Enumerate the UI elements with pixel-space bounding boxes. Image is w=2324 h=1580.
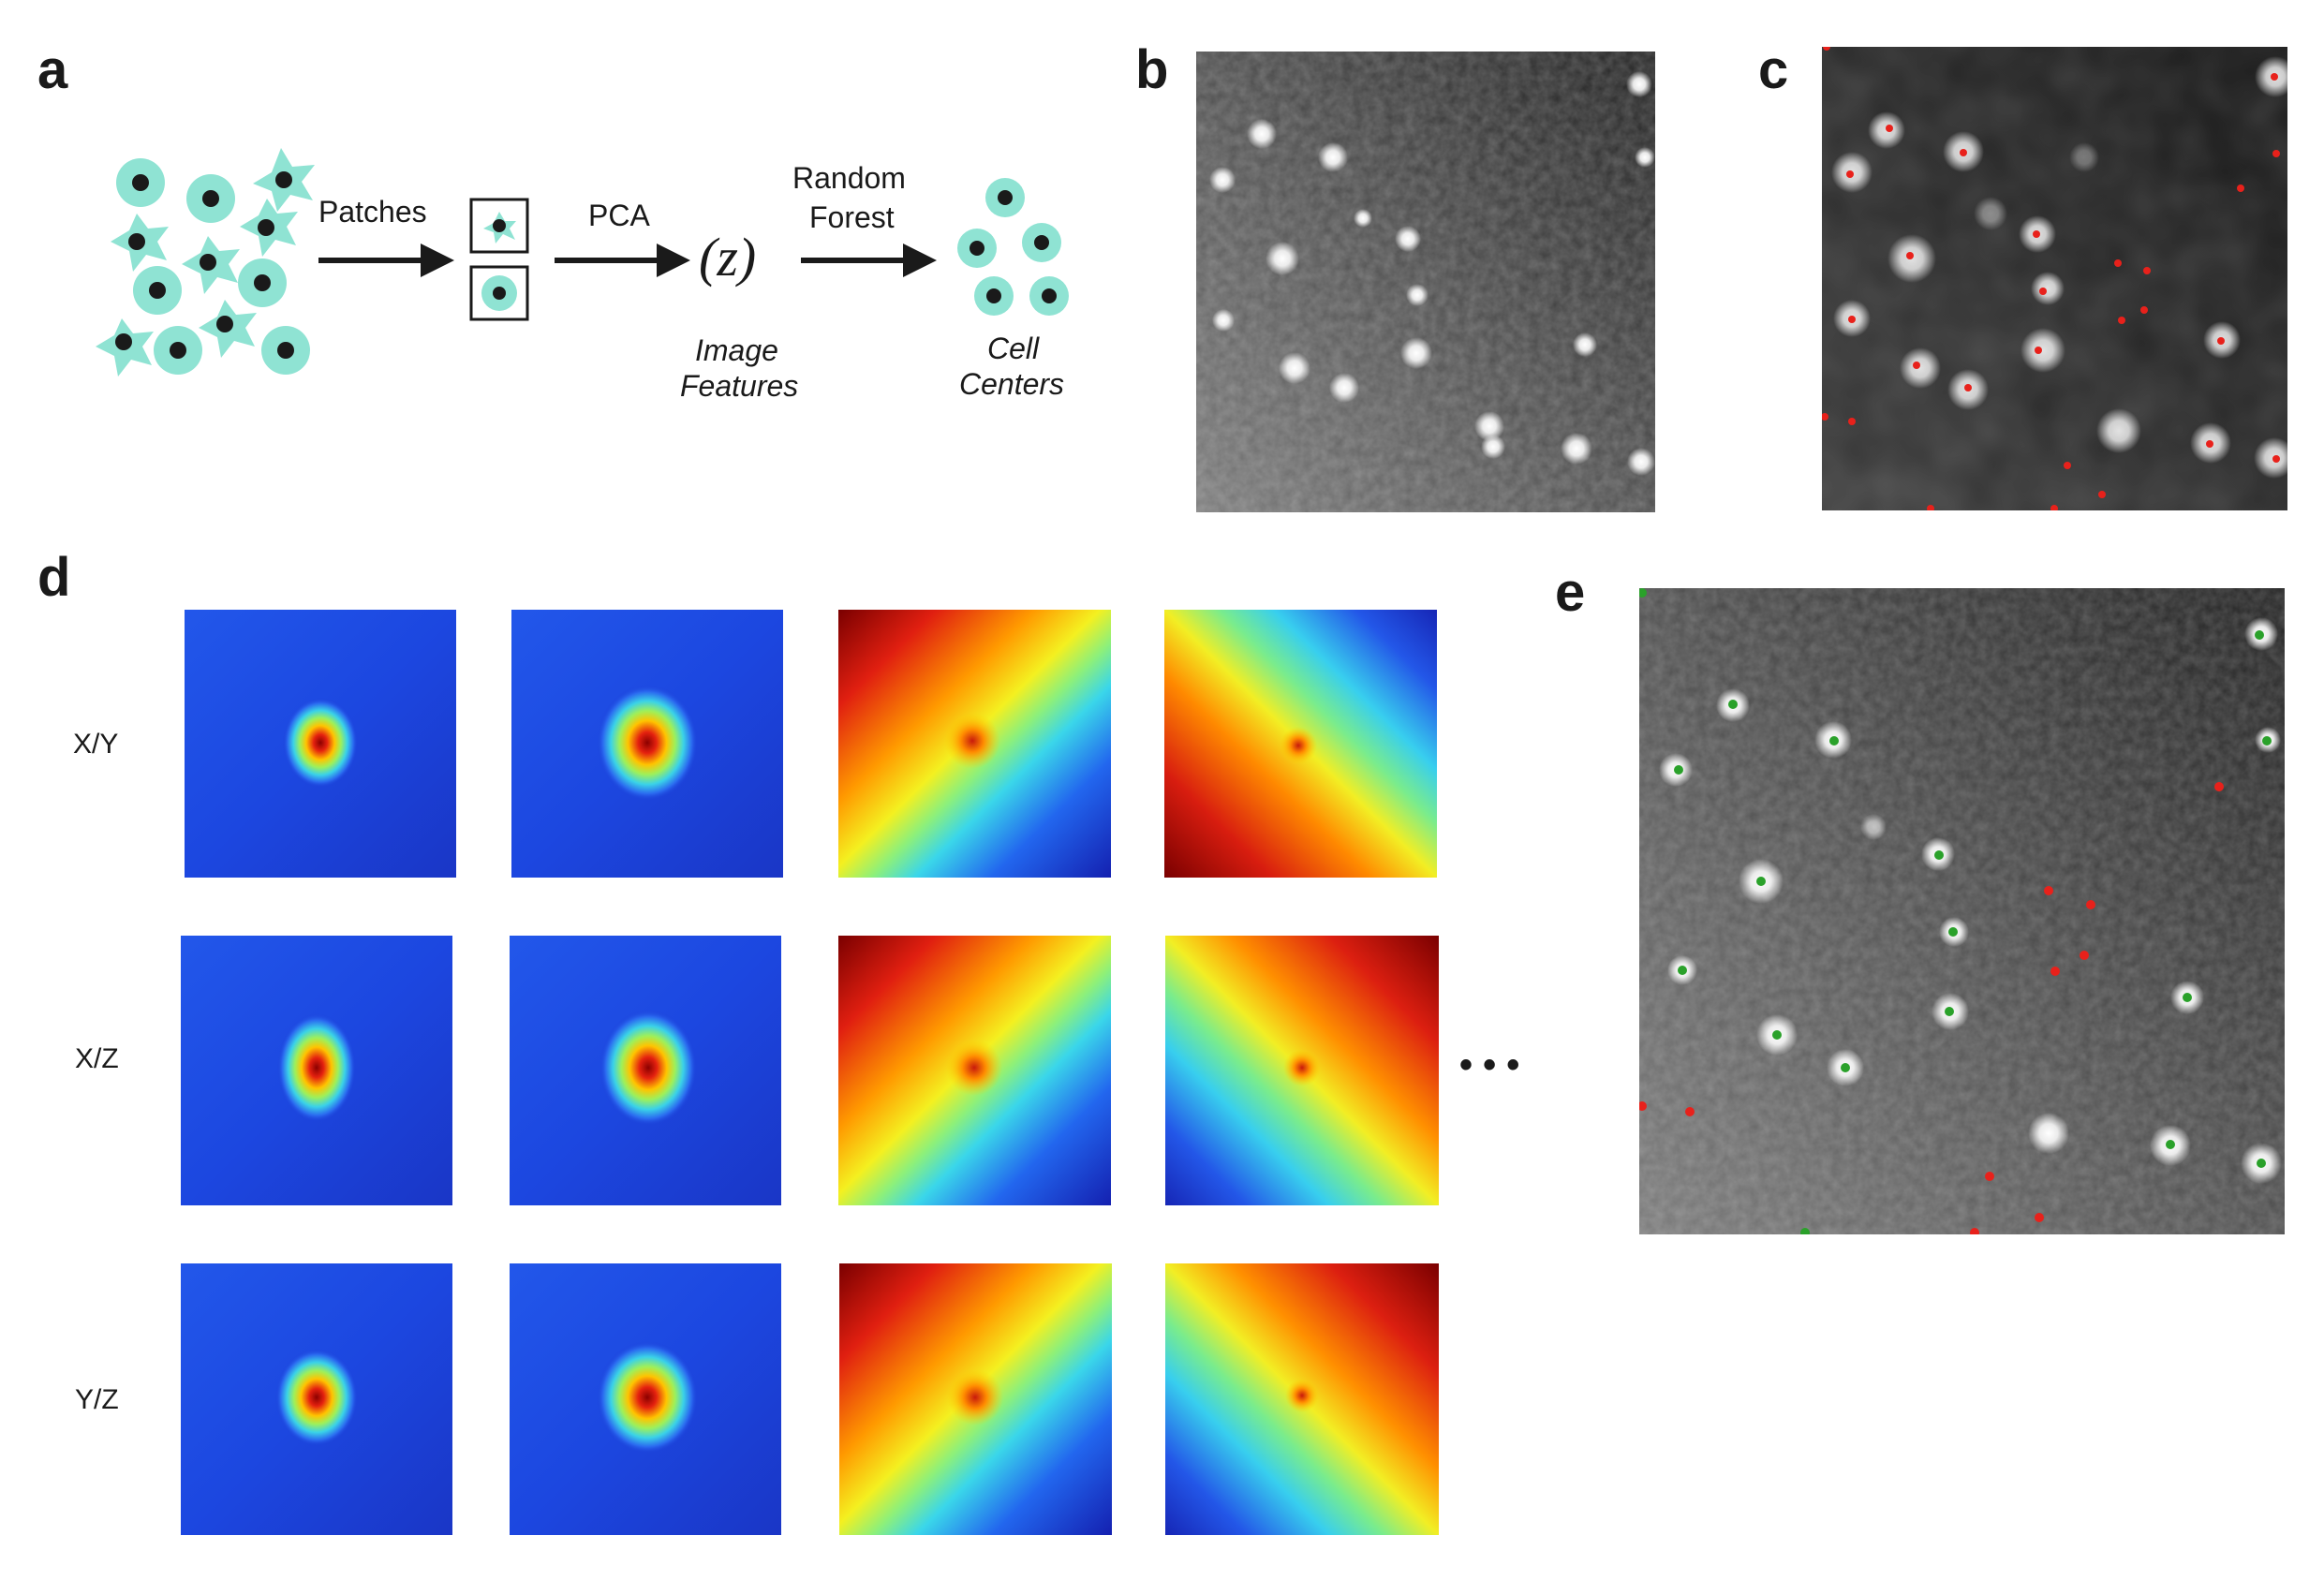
detected-cell bbox=[1022, 223, 1061, 262]
pca-patch-xz-4 bbox=[1165, 936, 1439, 1205]
star-cell bbox=[253, 148, 315, 212]
patch-box bbox=[469, 198, 529, 254]
patch-box bbox=[469, 265, 529, 321]
panel-c-probability-map bbox=[1822, 47, 2287, 510]
star-cell bbox=[96, 318, 154, 377]
patch-boxes bbox=[469, 198, 529, 321]
star-cell bbox=[240, 199, 298, 257]
pca-patch-xy-3 bbox=[838, 610, 1111, 878]
step-random-forest-label-2: Forest bbox=[809, 200, 895, 234]
detected-cell bbox=[974, 276, 1014, 316]
pca-patch-yz-4 bbox=[1165, 1263, 1439, 1535]
detected-cell bbox=[957, 229, 997, 268]
pca-patch-xy-4 bbox=[1164, 610, 1437, 878]
round-cell bbox=[133, 266, 182, 315]
detected-cell bbox=[985, 178, 1025, 217]
pca-patch-yz-3 bbox=[839, 1263, 1112, 1535]
detected-cell bbox=[1029, 276, 1069, 316]
step-random-forest-label-1: Random bbox=[792, 161, 906, 195]
step-patches-label: Patches bbox=[318, 195, 427, 229]
row-label-yz: Y/Z bbox=[75, 1384, 119, 1415]
panel-letter-d: d bbox=[37, 547, 71, 608]
bright-cells bbox=[1209, 71, 1655, 476]
bright-cells bbox=[1659, 617, 2282, 1184]
panel-letter-b: b bbox=[1135, 39, 1169, 100]
features-label-2: Features bbox=[680, 369, 799, 403]
green-markers bbox=[1639, 588, 2272, 1234]
panel-a-cell-cluster bbox=[96, 148, 315, 377]
round-cell bbox=[116, 158, 165, 207]
cell-centers-cluster bbox=[957, 178, 1069, 316]
round-cell bbox=[154, 326, 202, 375]
pca-patch-xz-1 bbox=[181, 936, 452, 1205]
star-cell bbox=[199, 300, 257, 358]
panel-b-microscopy-image bbox=[1196, 52, 1655, 512]
round-cell bbox=[238, 258, 287, 307]
star-cell bbox=[182, 236, 240, 294]
panel-letter-a: a bbox=[37, 39, 68, 100]
output-label-2: Centers bbox=[959, 367, 1065, 401]
pca-patch-xz-3 bbox=[838, 936, 1111, 1205]
pca-patch-yz-2 bbox=[510, 1263, 781, 1535]
panel-letter-c: c bbox=[1758, 39, 1789, 100]
output-label-1: Cell bbox=[987, 332, 1040, 365]
round-cell bbox=[186, 174, 235, 223]
pca-patch-yz-1 bbox=[181, 1263, 452, 1535]
star-cell bbox=[111, 214, 169, 272]
pca-patch-xz-2 bbox=[510, 936, 781, 1205]
round-cell bbox=[261, 326, 310, 375]
step-pca-label: PCA bbox=[588, 199, 650, 232]
features-label-1: Image bbox=[695, 333, 778, 367]
pca-patch-xy-2 bbox=[511, 610, 783, 878]
panel-letter-e: e bbox=[1555, 562, 1586, 623]
panel-e-detection-overlay bbox=[1639, 588, 2285, 1234]
row-label-xy: X/Y bbox=[73, 729, 119, 760]
red-markers bbox=[1639, 782, 2224, 1234]
row-label-xz: X/Z bbox=[75, 1043, 119, 1074]
pca-patch-xy-1 bbox=[185, 610, 456, 878]
red-markers bbox=[1822, 47, 2280, 510]
more-features-ellipsis: • • • bbox=[1459, 1044, 1520, 1085]
features-symbol: (z) bbox=[699, 227, 757, 288]
